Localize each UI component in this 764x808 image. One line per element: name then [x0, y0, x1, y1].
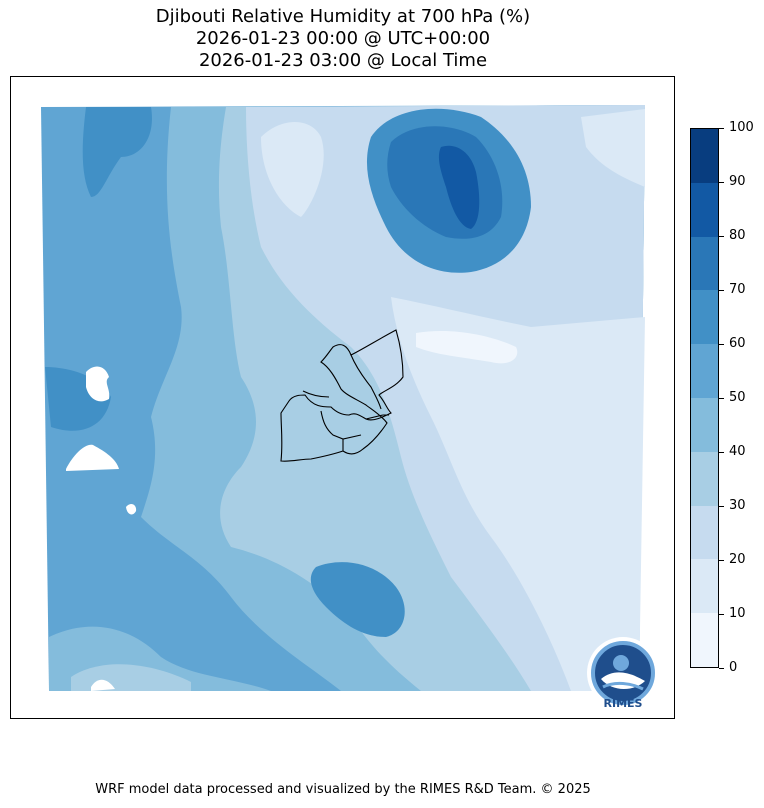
colorbar-tick — [719, 667, 724, 669]
colorbar-tick — [719, 181, 724, 183]
djibouti-border — [280, 329, 404, 462]
field-0-10 — [416, 330, 518, 364]
colorbar-tick — [719, 451, 724, 453]
colorbar-segment — [691, 129, 718, 183]
colorbar-segment — [691, 290, 718, 345]
colorbar — [690, 128, 719, 668]
colorbar-tick — [719, 559, 724, 561]
colorbar-tick — [719, 397, 724, 399]
colorbar-tick — [719, 343, 724, 345]
colorbar-tick — [719, 505, 724, 507]
colorbar-segment — [691, 613, 718, 667]
colorbar-tick — [719, 613, 724, 615]
colorbar-tick-label: 80 — [729, 228, 746, 243]
colorbar-tick-label: 70 — [729, 282, 746, 297]
map-panel: RIMES — [10, 76, 675, 719]
colorbar-tick — [719, 127, 724, 129]
credit-footer: WRF model data processed and visualized … — [95, 782, 591, 797]
colorbar-tick — [719, 289, 724, 291]
field-60-70-nw — [82, 107, 152, 197]
title-line-local-time: 2026-01-23 03:00 @ Local Time — [198, 50, 488, 71]
colorbar-tick-label: 100 — [729, 120, 754, 135]
field-10-20-ne — [581, 109, 645, 187]
colorbar-tick-label: 50 — [729, 390, 746, 405]
title-line-utc-time: 2026-01-23 00:00 @ UTC+00:00 — [195, 28, 491, 49]
rimes-logo: RIMES — [587, 637, 659, 710]
colorbar-tick-label: 90 — [729, 174, 746, 189]
missing-data-patch — [86, 366, 110, 402]
field-80-90-ne — [438, 145, 480, 229]
humidity-map: RIMES — [41, 105, 659, 710]
colorbar-segment — [691, 182, 718, 237]
colorbar-tick-label: 40 — [729, 444, 746, 459]
colorbar-tick-label: 20 — [729, 552, 746, 567]
missing-data-patch — [91, 679, 115, 691]
field-10-20-north — [261, 122, 324, 217]
colorbar-segment — [691, 559, 718, 614]
colorbar-segment — [691, 236, 718, 291]
title-line-variable: Djibouti Relative Humidity at 700 hPa (%… — [155, 6, 531, 27]
colorbar-tick — [719, 235, 724, 237]
field-10-20 — [391, 297, 645, 691]
colorbar-tick-label: 0 — [729, 660, 738, 675]
rimes-logo-text: RIMES — [604, 697, 643, 710]
colorbar-tick-label: 30 — [729, 498, 746, 513]
colorbar-tick-label: 10 — [729, 606, 746, 621]
colorbar-segment — [691, 398, 718, 452]
chart-title: Djibouti Relative Humidity at 700 hPa (%… — [0, 6, 686, 72]
field-60-70-s — [310, 562, 405, 637]
missing-data-patch — [66, 444, 119, 471]
colorbar-segment — [691, 505, 718, 560]
colorbar-segment — [691, 451, 718, 506]
missing-data-patch — [126, 504, 137, 515]
colorbar-segment — [691, 344, 718, 398]
colorbar-tick-label: 60 — [729, 336, 746, 351]
